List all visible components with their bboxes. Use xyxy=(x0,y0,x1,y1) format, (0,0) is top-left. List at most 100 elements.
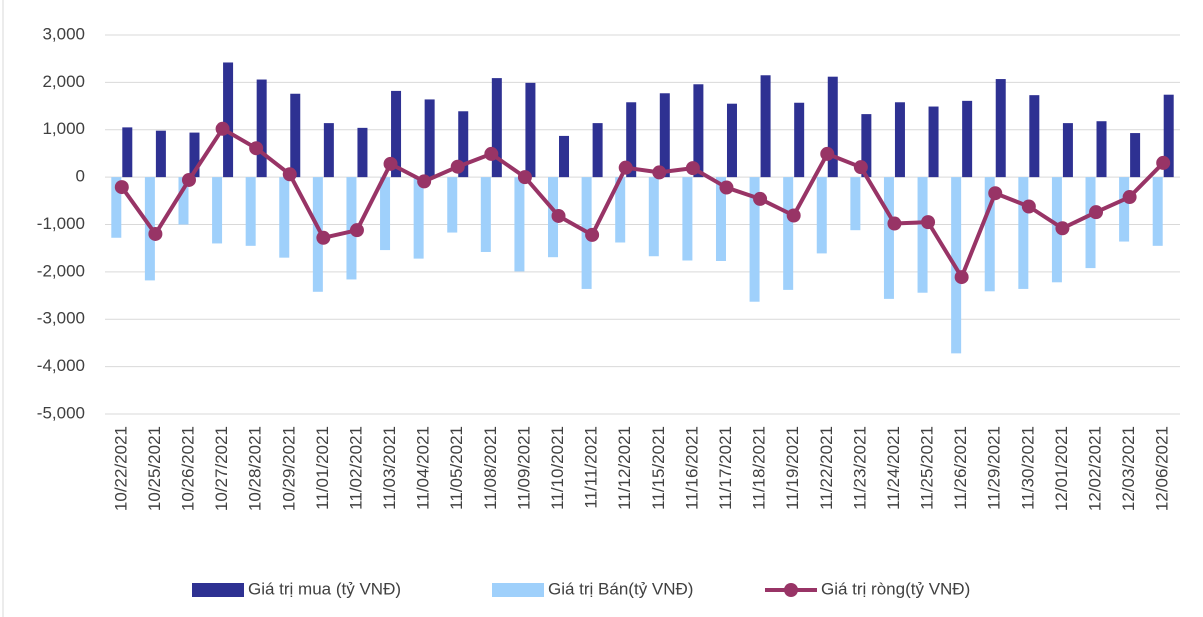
y-tick-label: -2,000 xyxy=(37,261,85,280)
x-tick-label: 11/11/2021 xyxy=(582,426,601,509)
legend-swatch xyxy=(784,583,798,597)
bar xyxy=(682,177,693,261)
x-tick-label: 11/10/2021 xyxy=(548,426,567,510)
marker xyxy=(282,167,297,182)
x-tick-label: 12/06/2021 xyxy=(1153,426,1172,511)
x-tick-label: 11/26/2021 xyxy=(951,426,970,510)
marker xyxy=(954,270,969,285)
bar xyxy=(480,177,491,252)
bar xyxy=(491,78,502,178)
bar xyxy=(715,177,726,261)
marker xyxy=(988,186,1003,201)
bar xyxy=(413,177,424,259)
y-tick-label: 3,000 xyxy=(42,24,85,43)
marker xyxy=(753,191,768,206)
y-tick-label: 0 xyxy=(76,167,85,186)
bar xyxy=(659,93,670,178)
bar xyxy=(693,84,704,178)
bar xyxy=(357,127,368,178)
bar xyxy=(1062,123,1073,178)
marker xyxy=(349,223,364,238)
bar xyxy=(178,177,189,225)
x-tick-label: 11/12/2021 xyxy=(615,426,634,510)
x-tick-label: 11/08/2021 xyxy=(481,426,500,510)
marker xyxy=(148,226,163,241)
x-tick-label: 11/29/2021 xyxy=(985,426,1004,510)
bar xyxy=(111,177,122,238)
bar xyxy=(615,177,626,243)
bar xyxy=(514,177,525,272)
x-tick-label: 11/30/2021 xyxy=(1018,426,1037,510)
bar xyxy=(883,177,894,299)
marker xyxy=(853,160,868,175)
marker xyxy=(618,160,633,175)
x-tick-label: 11/09/2021 xyxy=(514,426,533,510)
marker xyxy=(585,227,600,242)
x-tick-label: 10/22/2021 xyxy=(111,426,130,511)
marker xyxy=(652,165,667,180)
bar xyxy=(1018,177,1029,289)
bar xyxy=(391,90,402,178)
marker xyxy=(316,230,331,245)
bar xyxy=(626,102,637,178)
marker xyxy=(517,170,532,185)
x-tick-label: 12/01/2021 xyxy=(1052,426,1071,511)
marker xyxy=(1156,155,1171,170)
marker xyxy=(1021,199,1036,214)
bar xyxy=(380,177,391,251)
y-tick-label: -5,000 xyxy=(37,403,85,422)
bar xyxy=(917,177,928,293)
bar xyxy=(1029,95,1040,178)
bar xyxy=(1152,177,1163,246)
x-tick-label: 11/01/2021 xyxy=(313,426,332,510)
bar xyxy=(223,62,234,178)
marker xyxy=(1089,205,1104,220)
bar xyxy=(592,123,603,178)
bar xyxy=(783,177,794,290)
bar xyxy=(189,132,200,178)
bar xyxy=(827,76,838,178)
x-tick-label: 11/16/2021 xyxy=(682,426,701,510)
marker xyxy=(383,156,398,171)
legend-swatch xyxy=(192,583,244,597)
x-tick-label: 11/02/2021 xyxy=(346,426,365,510)
marker xyxy=(551,208,566,223)
bar xyxy=(559,135,570,178)
y-tick-label: -1,000 xyxy=(37,214,85,233)
y-tick-label: 2,000 xyxy=(42,72,85,91)
bar xyxy=(894,102,905,178)
bar xyxy=(525,82,536,178)
bar xyxy=(256,79,267,178)
bar xyxy=(447,177,458,233)
x-tick-label: 11/23/2021 xyxy=(850,426,869,510)
marker xyxy=(114,180,129,195)
bar xyxy=(816,177,827,254)
legend-label: Giá trị mua (tỷ VNĐ) xyxy=(248,579,401,598)
bar xyxy=(1119,177,1130,242)
x-tick-label: 11/04/2021 xyxy=(414,426,433,510)
x-tick-label: 11/19/2021 xyxy=(783,426,802,510)
marker xyxy=(887,216,902,231)
x-tick-label: 12/02/2021 xyxy=(1086,426,1105,511)
marker xyxy=(719,180,734,195)
bar xyxy=(323,123,334,178)
marker xyxy=(417,174,432,189)
legend-label: Giá trị ròng(tỷ VNĐ) xyxy=(821,579,970,598)
bar xyxy=(290,93,301,178)
x-tick-label: 11/18/2021 xyxy=(750,426,769,510)
bar xyxy=(962,100,973,178)
bar xyxy=(861,114,872,178)
marker xyxy=(820,146,835,161)
x-tick-label: 11/05/2021 xyxy=(447,426,466,510)
line xyxy=(120,126,1165,280)
bar xyxy=(155,130,166,178)
x-tick-label: 11/15/2021 xyxy=(649,426,668,510)
x-tick-label: 11/24/2021 xyxy=(884,426,903,510)
x-tick-label: 11/17/2021 xyxy=(716,426,735,510)
marker xyxy=(450,159,465,174)
bar xyxy=(279,177,290,258)
marker xyxy=(1122,190,1137,205)
marker xyxy=(215,121,230,136)
bar xyxy=(245,177,256,246)
